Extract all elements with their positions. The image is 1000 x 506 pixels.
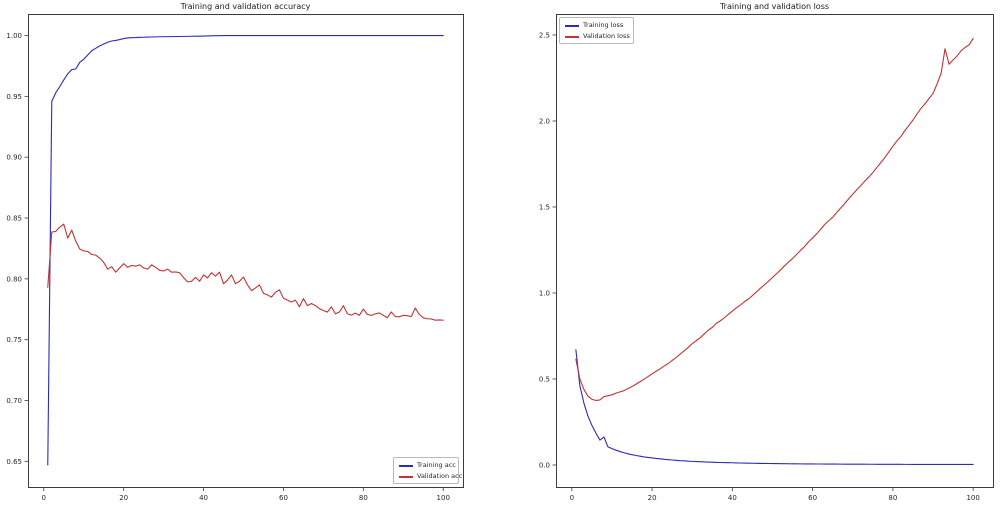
legend-item-training-acc: Training acc <box>399 461 456 470</box>
legend-item-training-loss: Training loss <box>565 21 628 30</box>
x-tick-label: 20 <box>119 494 128 502</box>
accuracy-plot-canvas: 0 20 40 60 80 100 0.65 0.70 0.75 0.80 0.85 0.90 0.95… <box>6 14 464 502</box>
y-tick-label: 0.95 <box>6 93 22 101</box>
x-tick-label: 60 <box>808 494 817 502</box>
training-acc-line-swatch <box>399 464 413 467</box>
y-tick-label: 1.0 <box>539 289 550 297</box>
training-loss-legend-label: Training loss <box>583 21 624 29</box>
accuracy-legend: Training acc Validation acc <box>393 457 462 484</box>
x-tick-label: 80 <box>359 494 368 502</box>
training-acc-legend-label: Training acc <box>417 461 456 469</box>
loss-legend: Training loss Validation loss <box>559 17 634 44</box>
y-tick-label: 2.0 <box>539 117 550 125</box>
training-acc-line <box>47 34 444 466</box>
x-tick-label: 0 <box>570 494 574 502</box>
x-tick-label: 40 <box>199 494 208 502</box>
validation-acc-line-swatch <box>399 475 413 478</box>
x-tick-label: 100 <box>966 494 979 502</box>
x-tick-label: 40 <box>728 494 737 502</box>
y-tick-label: 1.00 <box>6 32 22 40</box>
loss-chart-title: Training and validation loss <box>719 2 830 11</box>
training-loss-line-swatch <box>565 24 579 27</box>
validation-loss-legend-label: Validation loss <box>583 32 630 40</box>
axes-frame <box>556 14 994 488</box>
legend-item-validation-loss: Validation loss <box>565 32 630 41</box>
y-tick-label: 1.5 <box>539 203 550 211</box>
accuracy-chart-title: Training and validation accuracy <box>180 2 311 11</box>
y-tick-label: 0.85 <box>6 215 22 223</box>
loss-plot-canvas: 0 20 40 60 80 100 0.0 0.5 1.0 1.5 2.0 2.5 <box>539 14 994 502</box>
legend-item-validation-acc: Validation acc <box>399 472 462 481</box>
y-tick-label: 0.80 <box>6 275 22 283</box>
x-tick-label: 0 <box>42 494 46 502</box>
accuracy-chart: Training and validation accuracy 0 20 40 60… <box>6 2 464 502</box>
y-tick-label: 0.70 <box>6 397 22 405</box>
y-tick-label: 0.5 <box>539 375 550 383</box>
y-tick-label: 0.90 <box>6 154 22 162</box>
validation-loss-line <box>575 37 974 402</box>
x-tick-label: 100 <box>437 494 450 502</box>
y-tick-label: 0.75 <box>6 336 22 344</box>
x-tick-label: 60 <box>279 494 288 502</box>
validation-acc-legend-label: Validation acc <box>417 472 463 480</box>
y-tick-label: 0.65 <box>6 458 22 466</box>
y-tick-label: 0.0 <box>539 461 550 469</box>
validation-loss-line-swatch <box>565 35 579 38</box>
x-tick-label: 20 <box>648 494 657 502</box>
axes-frame <box>28 14 464 488</box>
y-tick-label: 2.5 <box>539 31 550 39</box>
x-tick-label: 80 <box>888 494 897 502</box>
loss-chart: Training and validation loss 0 20 40 60 80 10… <box>500 0 1000 506</box>
validation-acc-line <box>47 223 444 321</box>
training-loss-line <box>575 349 974 466</box>
